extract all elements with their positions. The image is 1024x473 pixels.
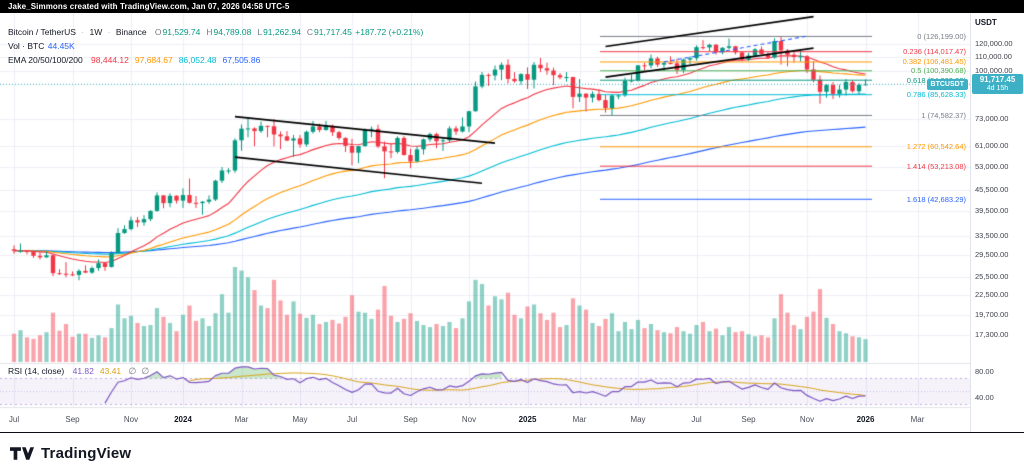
ohlc-value: 91,717.45 (314, 27, 352, 37)
price-tick: 73,000.00 (975, 113, 1009, 123)
price-tick: 53,000.00 (975, 161, 1009, 171)
ohlc-value: 91,262.94 (263, 27, 301, 37)
ema-value: 98,444.12 (91, 55, 129, 65)
volume-row[interactable]: Vol · BTC 44.45K (8, 39, 423, 53)
time-label: Sep (403, 415, 418, 424)
price-tick: 61,000.00 (975, 140, 1009, 150)
exchange-label[interactable]: Binance (115, 27, 147, 37)
price-tick: 45,500.00 (975, 184, 1009, 194)
ohlc-value: 94,789.08 (213, 27, 252, 37)
legend-separator: · (81, 27, 85, 37)
rsi-legend[interactable]: RSI (14, close) 41.82 43.41 ∅ ∅ (8, 365, 149, 377)
attribution-text: Jake_Simmons created with TradingView.co… (8, 2, 290, 11)
time-label: Sep (65, 415, 80, 424)
footer-bar: TradingView (0, 432, 1024, 473)
ohlc-key: O (154, 27, 162, 37)
price-tick: 33,500.00 (975, 230, 1009, 240)
time-label: Jul (8, 415, 20, 424)
time-label: Jul (346, 415, 358, 424)
rsi-tick: 80.00 (975, 367, 994, 376)
price-tick: 22,500.00 (975, 290, 1009, 300)
ema-values: 98,444.12 97,684.67 86,052.48 67,505.86 (85, 55, 260, 65)
rsi-value: 41.82 (72, 366, 94, 376)
rsi-value: 43.41 (99, 366, 122, 376)
interval-label[interactable]: 1W (89, 27, 103, 37)
ema-value: 97,684.67 (134, 55, 173, 65)
legend-separator: · (107, 27, 111, 37)
volume-label[interactable]: Vol · BTC (8, 41, 45, 51)
symbol-badge: BTCUSDT (926, 78, 968, 90)
price-tick: 19,700.00 (975, 310, 1009, 320)
hidden-indicator-icon[interactable]: ∅ (128, 366, 137, 376)
time-label: 2025 (518, 415, 537, 424)
time-label: Jul (691, 415, 702, 424)
price-tick: 17,300.00 (975, 329, 1009, 339)
ema-label[interactable]: EMA 20/50/100/200 (8, 55, 83, 65)
chart-legend: Bitcoin / TetherUS · 1W · Binance O91,52… (8, 25, 423, 67)
attribution-bar: Jake_Simmons created with TradingView.co… (0, 0, 1024, 13)
ohlc-value: 91,529.74 (162, 27, 201, 37)
change-value: +187.72 (+0.21%) (355, 27, 424, 37)
price-tick: 25,500.00 (975, 271, 1009, 281)
price-tick: 110,000.00 (975, 52, 1012, 62)
time-label: Nov (799, 415, 815, 424)
last-price-badge: 91,717.45 4d 15h (972, 74, 1023, 95)
rsi-icons: ∅ ∅ (124, 366, 150, 376)
price-tick: 39,500.00 (975, 205, 1009, 215)
last-price-label: 91,717.45 (979, 75, 1016, 85)
price-chart-canvas[interactable] (0, 13, 970, 432)
price-tick: 100,000.00 (975, 66, 1013, 76)
ohlc-key: H (206, 27, 213, 37)
time-label: Mar (234, 415, 249, 424)
symbol-row[interactable]: Bitcoin / TetherUS · 1W · Binance O91,52… (8, 25, 423, 39)
hidden-indicator-icon[interactable]: ∅ (141, 366, 150, 376)
rsi-tick: 40.00 (975, 393, 994, 402)
time-label: Mar (572, 415, 587, 424)
time-label: Sep (741, 415, 756, 424)
tradingview-wordmark[interactable]: TradingView (41, 444, 132, 462)
symbol-title[interactable]: Bitcoin / TetherUS (8, 27, 76, 37)
price-tick: 120,000.00 (975, 39, 1013, 48)
time-label: Nov (123, 415, 139, 424)
time-label: May (630, 415, 646, 424)
rsi-label[interactable]: RSI (14, close) (8, 366, 65, 376)
price-axis[interactable]: USDT 120,000.00 110,000.00 100,000.00 73,00… (970, 13, 1024, 432)
time-axis[interactable]: Jul Sep Nov 2024 Mar May Jul Sep Nov 2025 Mar May Ju… (0, 409, 970, 432)
time-label: Nov (461, 415, 477, 424)
chart-region: 0 (126,199.00) 0.236 (114,017.47) 0.382 (1… (0, 13, 1024, 432)
tradingview-logo-icon[interactable] (10, 446, 34, 461)
ohlc-key: L (257, 27, 263, 37)
ema-row[interactable]: EMA 20/50/100/200 98,444.12 97,684.67 86,0… (8, 53, 423, 67)
time-label: 2024 (174, 415, 192, 424)
price-tick: 29,500.00 (975, 249, 1009, 259)
countdown-label: 4d 15h (986, 85, 1009, 93)
ohlc-key: C (306, 27, 314, 37)
rsi-values: 41.82 43.41 (67, 366, 122, 376)
ema-value: 67,505.86 (222, 55, 261, 65)
time-label: May (292, 415, 308, 424)
currency-label: USDT (975, 18, 997, 27)
ema-value: 86,052.48 (178, 55, 217, 65)
volume-value: 44.45K (47, 41, 75, 51)
ohlc-values: O91,529.74 H94,789.08 L91,262.94 C91,717.45 (149, 27, 352, 37)
time-label: 2026 (856, 415, 875, 424)
time-label: Mar (910, 415, 925, 424)
